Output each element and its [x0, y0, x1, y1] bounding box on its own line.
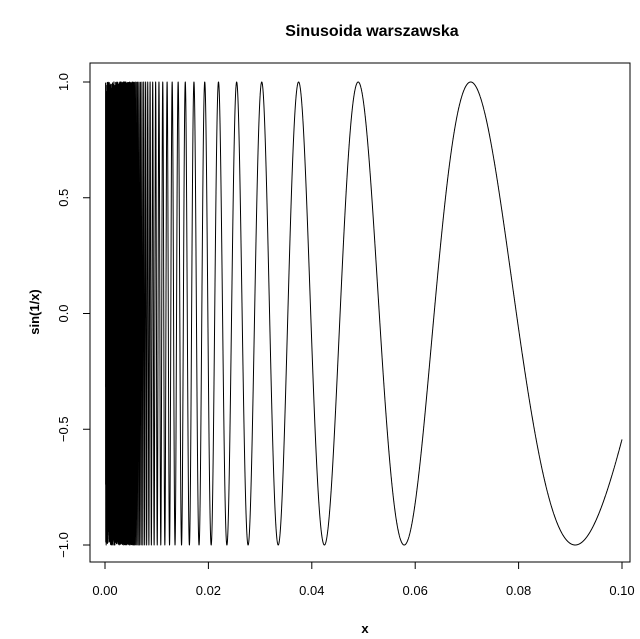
x-axis: 0.00 0.02 0.04 0.06 0.08 0.10 — [92, 561, 635, 598]
y-axis-label: sin(1/x) — [27, 289, 42, 335]
chart-title: Sinusoida warszawska — [285, 23, 459, 40]
x-tick-label: 0.10 — [609, 583, 634, 598]
y-tick-label: 0.5 — [56, 189, 71, 207]
y-tick-label: −1.0 — [56, 532, 71, 558]
x-tick-label: 0.04 — [299, 583, 324, 598]
x-tick-label: 0.02 — [196, 583, 221, 598]
y-tick-label: −0.5 — [56, 416, 71, 442]
y-tick-label: 1.0 — [56, 73, 71, 91]
x-tick-label: 0.08 — [506, 583, 531, 598]
y-tick-label: 0.0 — [56, 304, 71, 322]
y-axis: −1.0 −0.5 0.0 0.5 1.0 — [56, 73, 91, 558]
x-tick-label: 0.00 — [92, 583, 117, 598]
x-tick-label: 0.06 — [403, 583, 428, 598]
x-axis-label: x — [361, 621, 369, 636]
series-line-sin-1-over-x — [105, 81, 623, 546]
